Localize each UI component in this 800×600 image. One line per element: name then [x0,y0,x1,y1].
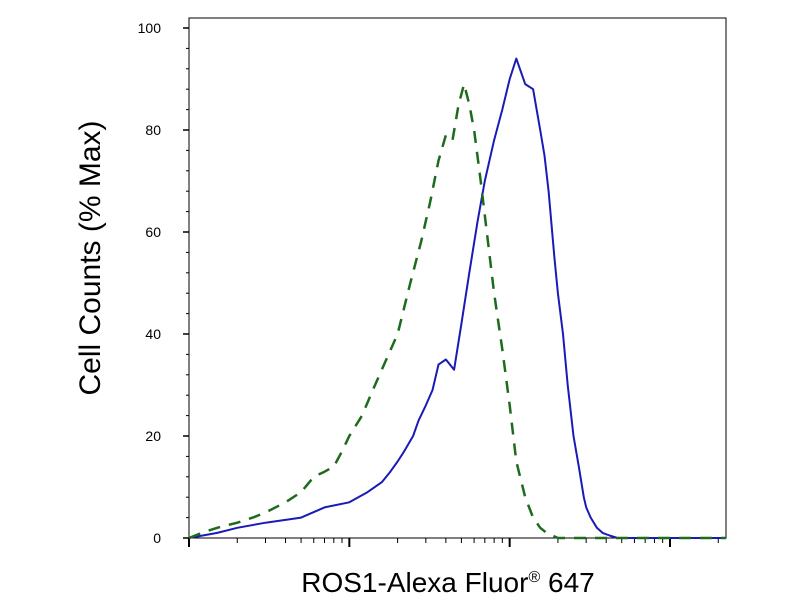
series-layer [188,57,726,540]
x-axis-title: ROS1-Alexa Fluor® 647 [301,567,594,598]
y-tick-label: 80 [145,122,161,138]
series-solid-line [188,57,726,539]
plot-frame [188,17,727,539]
y-tick-label: 20 [145,428,161,444]
x-axis-title-registered-mark: ® [528,569,540,586]
series-dashed-line [188,82,726,540]
x-axis-ticks [188,538,719,547]
y-axis-title: Cell Counts (% Max) [74,120,107,395]
x-axis-title-main: ROS1-Alexa Fluor [301,567,528,598]
y-tick-label: 40 [145,326,161,342]
y-tick-label: 0 [153,530,161,546]
x-axis-title-suffix: 647 [540,567,595,598]
y-tick-label: 100 [138,20,162,36]
plot-border [188,17,727,539]
y-tick-label: 60 [145,224,161,240]
y-axis-ticks: 0 20 40 60 80 100 [138,20,189,546]
